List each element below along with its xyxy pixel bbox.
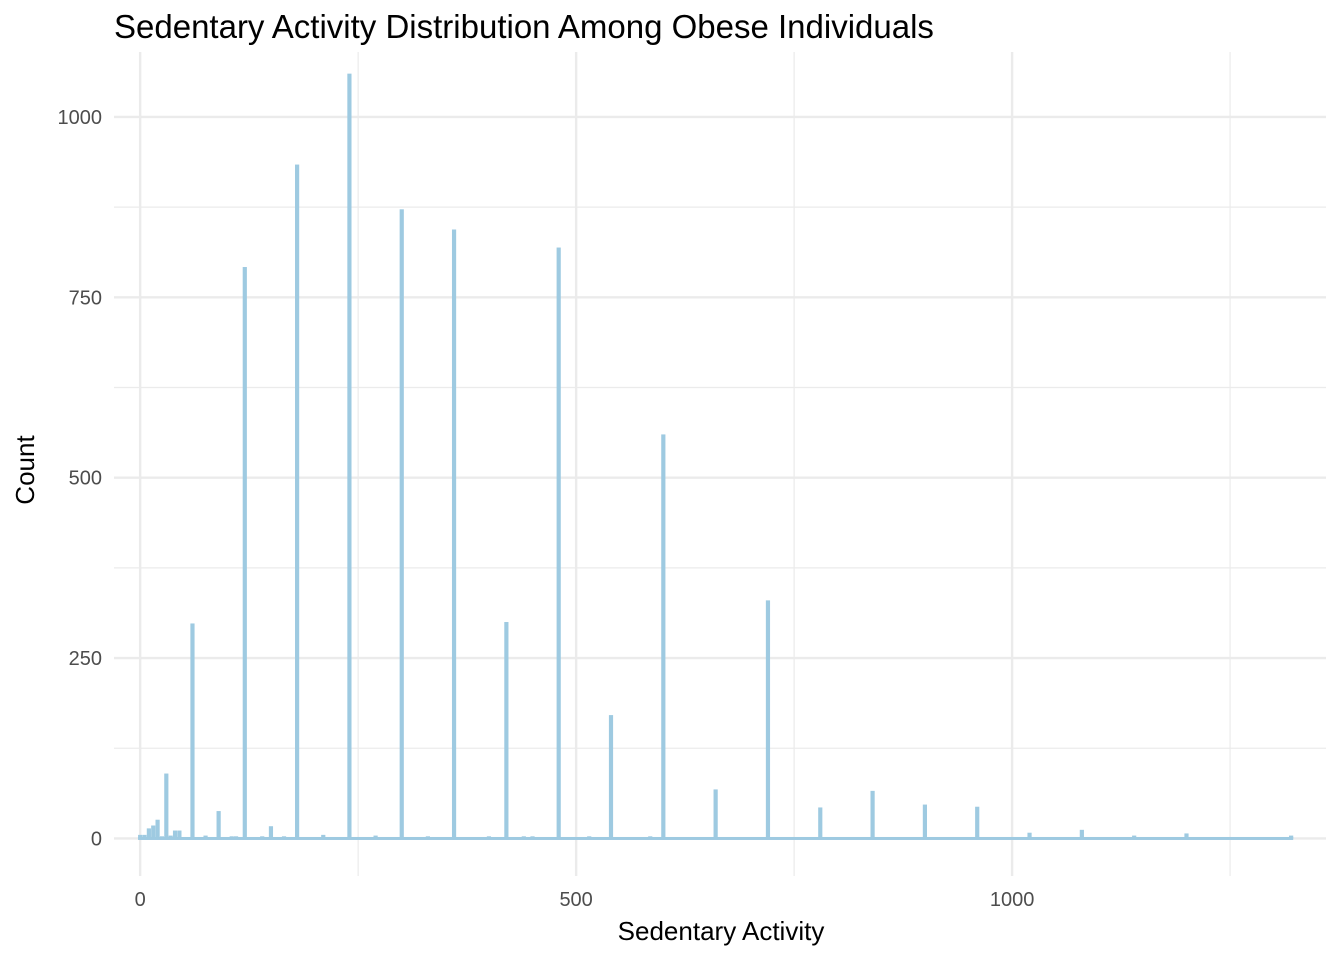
histogram-bar <box>922 804 927 839</box>
chart-title: Sedentary Activity Distribution Among Ob… <box>114 8 934 45</box>
y-tick-label: 500 <box>69 468 102 490</box>
histogram-bar <box>216 811 221 839</box>
histogram-bar <box>1184 833 1189 839</box>
histogram-bar <box>172 830 178 839</box>
histogram-bar <box>608 715 614 839</box>
y-tick-label: 0 <box>91 828 102 850</box>
histogram-bar <box>504 622 509 839</box>
histogram-bar <box>190 623 195 839</box>
histogram-bar <box>151 825 156 839</box>
x-axis-title: Sedentary Activity <box>618 916 825 946</box>
bars <box>138 73 1294 840</box>
histogram-bar <box>242 267 247 839</box>
y-tick-label: 1000 <box>58 107 103 129</box>
histogram-bar <box>870 790 875 839</box>
y-tick-label: 250 <box>69 648 102 670</box>
histogram-bar <box>451 229 457 839</box>
histogram-bar <box>321 834 326 839</box>
histogram-bar <box>164 773 169 839</box>
histogram-baseline <box>138 836 1294 840</box>
histogram-bar <box>975 806 980 839</box>
tick-labels: 0 500 1000 0 250 500 750 1000 <box>58 107 1035 911</box>
x-tick-label: 500 <box>559 889 592 911</box>
histogram-bar <box>295 164 300 839</box>
histogram-bar <box>142 834 147 839</box>
x-tick-label: 0 <box>135 889 146 911</box>
histogram-bar <box>177 830 182 839</box>
histogram-bar <box>138 834 143 839</box>
histogram-bar <box>818 807 823 839</box>
histogram-bar <box>1079 829 1084 839</box>
histogram-bar <box>556 247 561 839</box>
histogram-bar <box>347 73 352 839</box>
histogram-bar <box>765 600 771 839</box>
histogram-bar <box>713 789 718 839</box>
x-tick-label: 1000 <box>990 889 1035 911</box>
histogram-bar <box>146 828 151 839</box>
histogram-bar <box>155 819 160 839</box>
histogram-bar <box>661 434 666 839</box>
histogram-bar <box>399 209 404 839</box>
histogram-bar <box>268 826 274 839</box>
y-tick-label: 750 <box>69 287 102 309</box>
histogram-bar <box>1027 832 1032 839</box>
y-axis-title: Count <box>10 435 40 505</box>
